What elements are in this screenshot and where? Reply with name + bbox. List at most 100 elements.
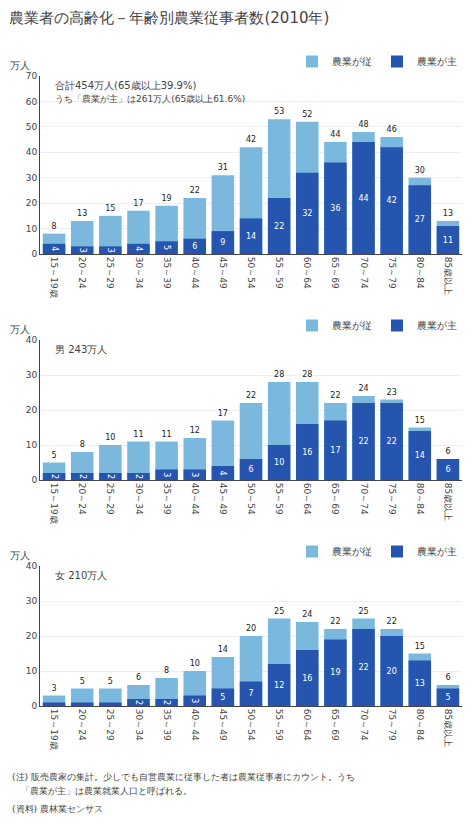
svg-text:35～39: 35～39 bbox=[162, 709, 172, 741]
svg-text:「農業が主」は農業就業人口と呼ばれる。: 「農業が主」は農業就業人口と呼ばれる。 bbox=[12, 786, 192, 796]
svg-text:25～29: 25～29 bbox=[105, 483, 115, 515]
svg-text:11: 11 bbox=[443, 236, 453, 245]
svg-text:31: 31 bbox=[218, 163, 228, 172]
svg-text:8: 8 bbox=[80, 440, 85, 449]
svg-text:22: 22 bbox=[246, 391, 256, 400]
svg-text:40～44: 40～44 bbox=[190, 257, 200, 289]
svg-text:3: 3 bbox=[190, 472, 199, 477]
svg-text:25: 25 bbox=[358, 607, 368, 616]
svg-text:30～34: 30～34 bbox=[134, 483, 144, 515]
svg-text:32: 32 bbox=[302, 209, 312, 218]
svg-text:5: 5 bbox=[108, 677, 113, 686]
svg-text:農業が従: 農業が従 bbox=[332, 320, 372, 331]
svg-text:55～59: 55～59 bbox=[274, 483, 284, 515]
svg-text:3: 3 bbox=[162, 472, 171, 477]
svg-text:22: 22 bbox=[358, 663, 368, 672]
svg-text:52: 52 bbox=[302, 110, 312, 119]
svg-text:農業が従: 農業が従 bbox=[332, 56, 372, 67]
svg-text:60～64: 60～64 bbox=[302, 483, 312, 515]
svg-text:6: 6 bbox=[445, 673, 450, 682]
svg-text:20～24: 20～24 bbox=[77, 257, 87, 289]
svg-text:50: 50 bbox=[26, 122, 38, 132]
svg-text:7: 7 bbox=[248, 689, 253, 698]
svg-text:合計454万人(65歳以上39.9%): 合計454万人(65歳以上39.9%) bbox=[55, 80, 196, 91]
svg-text:70～74: 70～74 bbox=[359, 483, 369, 515]
svg-text:30: 30 bbox=[415, 166, 425, 175]
svg-text:9: 9 bbox=[220, 238, 225, 247]
svg-text:80～84: 80～84 bbox=[415, 483, 425, 515]
svg-text:12: 12 bbox=[274, 681, 284, 690]
svg-text:15: 15 bbox=[415, 642, 425, 651]
svg-text:30: 30 bbox=[26, 596, 38, 606]
svg-text:13: 13 bbox=[443, 209, 453, 218]
svg-text:16: 16 bbox=[302, 448, 312, 457]
svg-text:15: 15 bbox=[105, 204, 115, 213]
svg-text:45～49: 45～49 bbox=[218, 483, 228, 515]
svg-text:13: 13 bbox=[415, 679, 425, 688]
svg-text:14: 14 bbox=[246, 232, 256, 241]
svg-text:85歳以上: 85歳以上 bbox=[443, 257, 453, 295]
svg-text:10: 10 bbox=[26, 440, 38, 450]
svg-text:17: 17 bbox=[330, 446, 340, 455]
svg-text:万人: 万人 bbox=[10, 60, 30, 71]
svg-text:20: 20 bbox=[246, 624, 256, 633]
svg-text:46: 46 bbox=[387, 125, 397, 134]
svg-text:55～59: 55～59 bbox=[274, 257, 284, 289]
svg-text:万人: 万人 bbox=[10, 324, 30, 335]
svg-text:53: 53 bbox=[274, 107, 284, 116]
svg-text:10: 10 bbox=[274, 458, 284, 467]
svg-text:20: 20 bbox=[26, 631, 38, 641]
svg-text:6: 6 bbox=[136, 673, 141, 682]
svg-text:48: 48 bbox=[358, 120, 368, 129]
svg-text:14: 14 bbox=[415, 451, 425, 460]
svg-text:45～49: 45～49 bbox=[218, 257, 228, 289]
svg-text:22: 22 bbox=[358, 437, 368, 446]
svg-text:4: 4 bbox=[218, 470, 227, 475]
svg-text:(注) 販売農家の集計。少しでも自営農業に従事した者は農業従: (注) 販売農家の集計。少しでも自営農業に従事した者は農業従事者にカウント。うち bbox=[12, 772, 355, 782]
svg-text:17: 17 bbox=[218, 409, 228, 418]
svg-text:24: 24 bbox=[302, 610, 312, 619]
svg-text:15～19歳: 15～19歳 bbox=[49, 257, 59, 298]
svg-text:24: 24 bbox=[358, 384, 368, 393]
svg-text:5: 5 bbox=[162, 245, 171, 250]
svg-text:3: 3 bbox=[106, 248, 115, 253]
svg-text:6: 6 bbox=[248, 465, 253, 474]
svg-text:35～39: 35～39 bbox=[162, 257, 172, 289]
svg-text:6: 6 bbox=[445, 465, 450, 474]
svg-text:50～54: 50～54 bbox=[246, 483, 256, 515]
svg-text:15: 15 bbox=[415, 416, 425, 425]
svg-text:25～29: 25～29 bbox=[105, 709, 115, 741]
svg-text:2: 2 bbox=[162, 700, 171, 705]
svg-text:28: 28 bbox=[274, 370, 284, 379]
svg-text:30: 30 bbox=[26, 370, 38, 380]
svg-text:2: 2 bbox=[106, 474, 115, 479]
svg-text:80～84: 80～84 bbox=[415, 709, 425, 741]
svg-text:20: 20 bbox=[387, 667, 397, 676]
svg-text:45～49: 45～49 bbox=[218, 709, 228, 741]
svg-text:40: 40 bbox=[26, 335, 38, 345]
svg-text:22: 22 bbox=[274, 222, 284, 231]
svg-text:15～19歳: 15～19歳 bbox=[49, 483, 59, 524]
svg-text:22: 22 bbox=[330, 617, 340, 626]
svg-text:20: 20 bbox=[26, 405, 38, 415]
svg-text:農業が主: 農業が主 bbox=[417, 546, 457, 557]
svg-text:6: 6 bbox=[192, 242, 197, 251]
svg-text:0: 0 bbox=[31, 249, 37, 259]
svg-text:8: 8 bbox=[52, 222, 57, 231]
svg-text:17: 17 bbox=[133, 199, 143, 208]
svg-text:5: 5 bbox=[445, 693, 450, 702]
svg-text:6: 6 bbox=[445, 447, 450, 456]
svg-text:農業が主: 農業が主 bbox=[417, 320, 457, 331]
svg-text:55～59: 55～59 bbox=[274, 709, 284, 741]
svg-text:75～79: 75～79 bbox=[387, 483, 397, 515]
svg-text:12: 12 bbox=[190, 426, 200, 435]
svg-text:10: 10 bbox=[26, 666, 38, 676]
svg-text:3: 3 bbox=[190, 698, 199, 703]
svg-text:2: 2 bbox=[78, 474, 87, 479]
svg-text:11: 11 bbox=[162, 430, 172, 439]
svg-text:60～64: 60～64 bbox=[302, 257, 312, 289]
svg-text:70～74: 70～74 bbox=[359, 709, 369, 741]
svg-text:60～64: 60～64 bbox=[302, 709, 312, 741]
svg-text:0: 0 bbox=[31, 475, 37, 485]
svg-text:42: 42 bbox=[387, 196, 397, 205]
